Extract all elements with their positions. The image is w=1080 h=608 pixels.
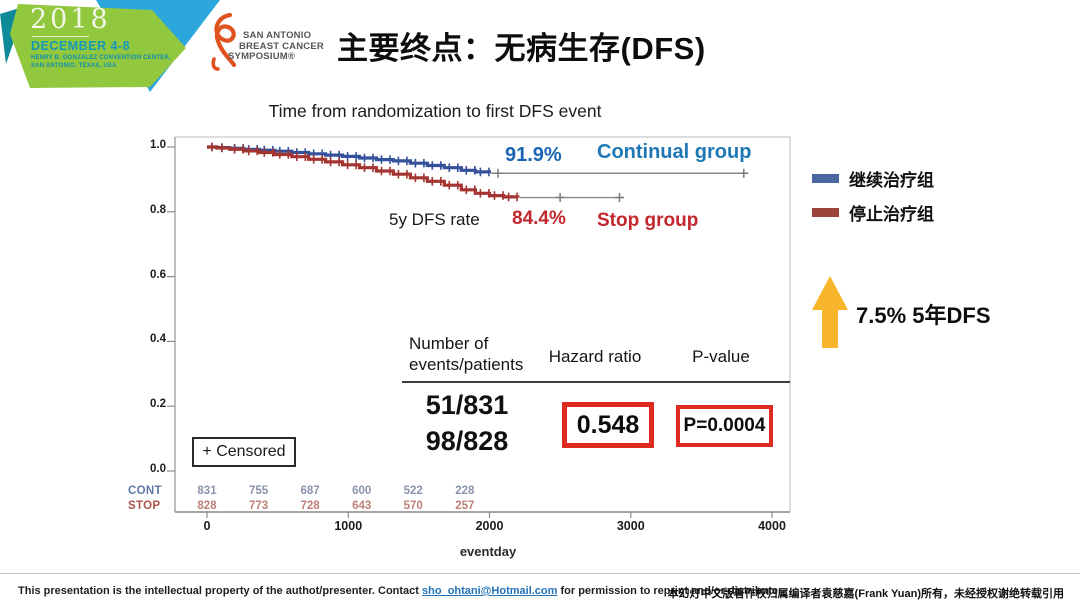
sabcs-banner-graphic [0, 0, 220, 92]
censor-ticks [211, 142, 518, 202]
banner-year: 2018 [30, 4, 111, 35]
summary-table-rule [402, 381, 790, 383]
legend-item-continual: 继续治疗组 [812, 166, 934, 191]
risk-table-value: 828 [197, 500, 217, 512]
banner-year-underline [32, 36, 89, 37]
events-continual-value: 51/831 [425, 390, 509, 420]
legend-label-stop: 停止治疗组 [849, 205, 934, 224]
risk-table-value: 687 [300, 485, 320, 497]
x-axis-tick-label: 1000 [334, 519, 363, 533]
hazard-ratio-header: Hazard ratio [548, 347, 642, 366]
risk-table-value: 728 [300, 500, 320, 512]
legend-label-continual: 继续治疗组 [849, 171, 934, 190]
stop-rate-annotation: 84.4% [512, 208, 566, 229]
footer-copyright-en: This presentation is the intellectual pr… [18, 585, 781, 597]
legend-item-stop: 停止治疗组 [812, 200, 934, 225]
x-axis-tick-label: 3000 [616, 519, 645, 533]
banner-venue-line2: SAN ANTONIO, TEXAS, USA [31, 63, 117, 69]
risk-table-value: 755 [248, 485, 269, 497]
p-value-header: P-value [692, 347, 750, 366]
censored-label: + Censored [202, 443, 286, 460]
risk-table-value: 773 [248, 500, 269, 512]
sabcs-logo-text: SAN ANTONIO BREAST CANCER SYMPOSIUM® [228, 30, 324, 63]
risk-table-value: 522 [403, 485, 423, 497]
x-axis-tick-label: 2000 [475, 519, 504, 533]
dfs-improvement-text: 7.5% 5年DFS [856, 303, 991, 328]
banner-dates: DECEMBER 4-8 [31, 39, 131, 53]
risk-table-value: 831 [197, 485, 217, 497]
footer-email-link[interactable]: sho_ohtani@Hotmail.com [422, 585, 558, 597]
y-axis-tick-label: 0.2 [150, 398, 166, 411]
p-value-box: P=0.0004 [676, 405, 773, 447]
p-value-value: P=0.0004 [683, 415, 766, 436]
footer-left-post: for permission to reprint and/or distrib… [557, 585, 782, 597]
awareness-ribbon-logo-icon [211, 12, 237, 71]
events-header-line1: Number of [409, 334, 489, 353]
continual-rate-annotation: 91.9% [505, 144, 562, 166]
risk-table-value: 257 [455, 500, 475, 512]
footer-copyright-cn: 本幻灯中文版著作权归属编译者袁慈嘉(Frank Yuan)所有，未经授权谢绝转载… [667, 588, 1064, 600]
rate-label-annotation: 5y DFS rate [389, 210, 480, 229]
risk-table-value: 600 [352, 485, 372, 497]
up-arrow-icon [812, 276, 848, 348]
y-axis-tick-label: 1.0 [150, 139, 166, 151]
chart-title: Time from randomization to first DFS eve… [268, 101, 602, 121]
y-axis-tick-label: 0.6 [150, 268, 166, 281]
sabcs-logo-line1: SAN ANTONIO [243, 30, 312, 41]
banner-green-arrow [10, 4, 186, 88]
sabcs-logo-line2: BREAST CANCER [239, 40, 324, 52]
risk-table-value: 570 [403, 500, 423, 512]
y-axis-tick-label: 0.0 [150, 463, 166, 475]
censor-plus-icon [493, 168, 749, 178]
y-axis-tick-label: 0.4 [150, 333, 166, 346]
legend-swatch-stop [812, 208, 839, 217]
risk-table-value: 643 [352, 500, 372, 512]
stop-group-annotation: Stop group [597, 210, 699, 231]
risk-table-row-label: STOP [128, 500, 161, 512]
risk-table-value: 228 [455, 485, 475, 497]
events-stop-value: 98/828 [425, 426, 509, 456]
hazard-ratio-value: 0.548 [576, 410, 640, 439]
censored-legend-box: + Censored [192, 437, 296, 467]
x-axis-tick-label: 0 [203, 519, 211, 533]
events-header-line2: events/patients [409, 355, 524, 374]
sabcs-logo-line3: SYMPOSIUM® [228, 51, 296, 62]
y-axis-tick-label: 0.8 [150, 203, 166, 216]
hazard-ratio-box: 0.548 [562, 402, 654, 448]
x-axis-tick-label: 4000 [758, 519, 786, 533]
x-axis-title: eventday [459, 544, 517, 559]
footer-left-pre: This presentation is the intellectual pr… [18, 585, 423, 597]
legend-swatch-continual [812, 174, 839, 183]
continual-group-annotation: Continual group [597, 141, 752, 163]
banner-venue-line1: HENRY B. GONZALEZ CONVENTION CENTER, [31, 55, 171, 61]
page-title: 主要终点：无病生存(DFS) [337, 31, 706, 66]
footer-divider [0, 573, 1080, 574]
censor-plus-icon [555, 193, 624, 202]
risk-table-row-label: CONT [128, 485, 162, 497]
